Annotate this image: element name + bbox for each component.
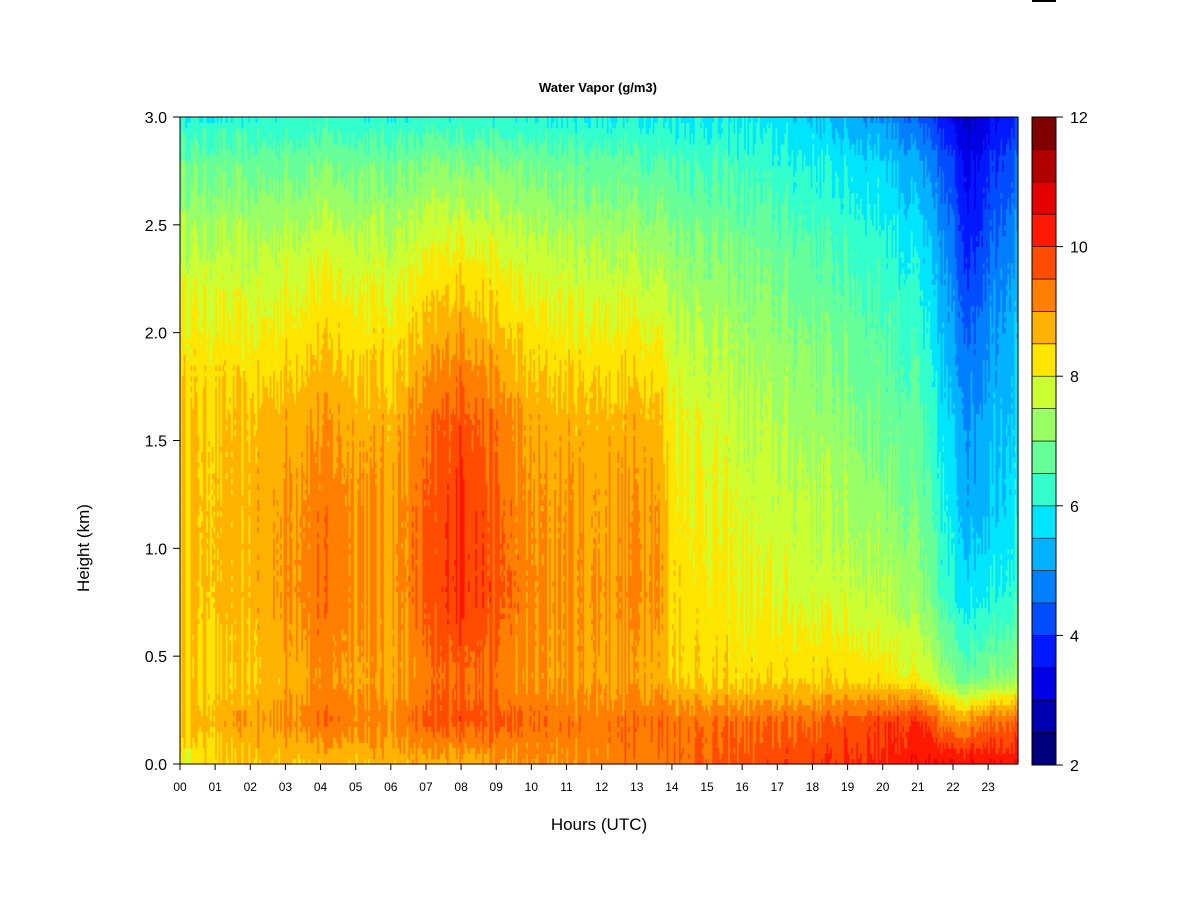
chart-title: Water Vapor (g/m3) xyxy=(539,80,657,95)
heatmap-field xyxy=(180,117,1019,765)
window-edge-mark xyxy=(1032,0,1056,2)
